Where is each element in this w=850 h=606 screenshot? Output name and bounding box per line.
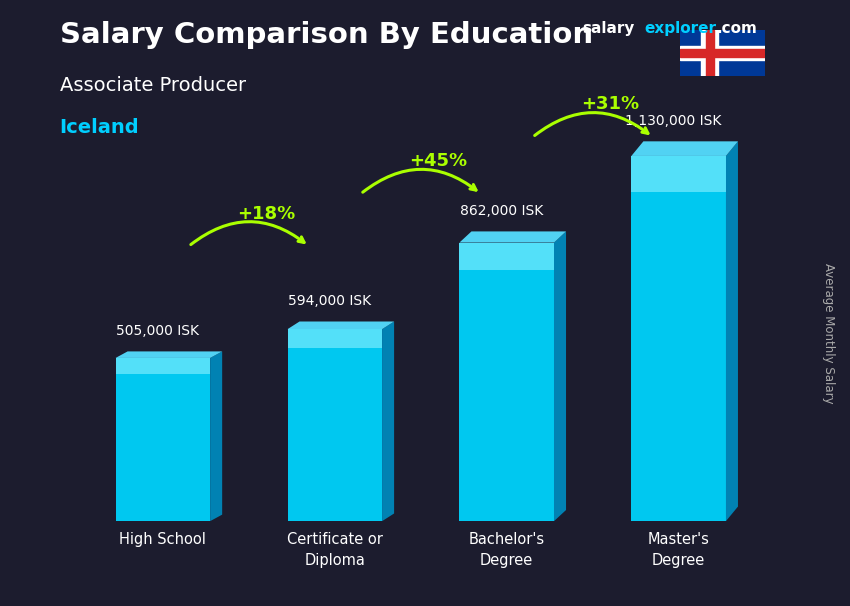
Polygon shape <box>116 351 222 358</box>
Text: explorer: explorer <box>644 21 717 36</box>
Text: +31%: +31% <box>581 96 639 113</box>
Bar <box>680 46 765 60</box>
Bar <box>701 30 718 76</box>
Text: Associate Producer: Associate Producer <box>60 76 246 95</box>
Polygon shape <box>287 322 394 329</box>
Text: 862,000 ISK: 862,000 ISK <box>460 204 543 218</box>
Bar <box>460 242 554 270</box>
Bar <box>116 358 210 375</box>
Text: 1,130,000 ISK: 1,130,000 ISK <box>626 115 722 128</box>
Polygon shape <box>726 141 738 521</box>
Bar <box>460 242 554 521</box>
Bar <box>287 329 382 521</box>
Text: +18%: +18% <box>237 205 295 222</box>
Text: .com: .com <box>717 21 757 36</box>
Text: Salary Comparison By Education: Salary Comparison By Education <box>60 21 592 49</box>
Bar <box>680 50 765 57</box>
Text: Average Monthly Salary: Average Monthly Salary <box>822 263 836 404</box>
Bar <box>116 358 210 521</box>
Text: 594,000 ISK: 594,000 ISK <box>288 295 371 308</box>
Text: salary: salary <box>582 21 635 36</box>
Text: Iceland: Iceland <box>60 118 139 137</box>
Polygon shape <box>460 231 566 242</box>
Bar <box>632 156 726 193</box>
Polygon shape <box>382 322 394 521</box>
Bar <box>287 329 382 348</box>
Text: 505,000 ISK: 505,000 ISK <box>116 324 199 338</box>
Polygon shape <box>554 231 566 521</box>
Bar <box>632 156 726 521</box>
Polygon shape <box>210 351 222 521</box>
Text: +45%: +45% <box>409 152 467 170</box>
Bar <box>706 30 714 76</box>
Polygon shape <box>632 141 738 156</box>
